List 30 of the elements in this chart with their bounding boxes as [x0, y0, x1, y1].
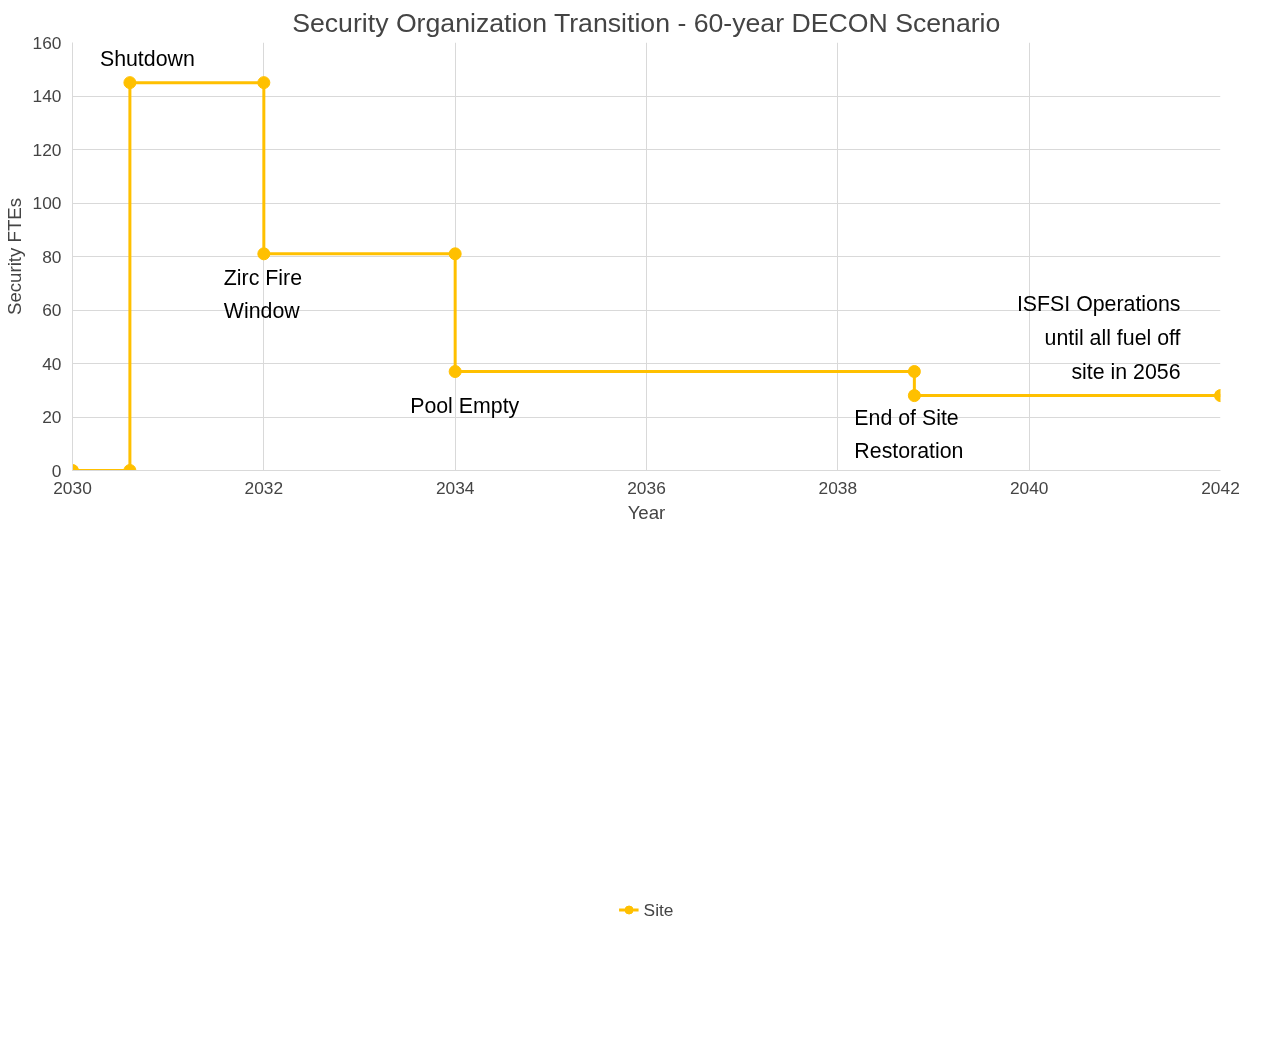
- annotation: End of Site Restoration: [854, 405, 964, 464]
- y-tick-label: 100: [32, 193, 62, 213]
- annotation: Zirc Fire Window: [223, 265, 303, 324]
- annotation: Shutdown: [99, 46, 195, 71]
- y-tick-label: 160: [32, 32, 62, 53]
- x-tick-label: 2032: [244, 477, 284, 498]
- point: [907, 365, 921, 379]
- chart-title: Security Organization Transition - 60-year DECON Scenario: [292, 7, 1001, 38]
- y-tick-label: 20: [42, 407, 62, 427]
- x-tick-label: 2034: [435, 477, 475, 498]
- legend-label: Site: [643, 899, 674, 921]
- y-tick-label: 60: [42, 300, 62, 320]
- point: [448, 247, 462, 261]
- point: [257, 76, 271, 90]
- y-tick-label: 140: [32, 86, 62, 106]
- y-axis-title: Security FTEs: [3, 197, 25, 316]
- annotation: ISFSI Operations until all fuel off site in 2056: [1016, 292, 1181, 384]
- x-tick-label: 2042: [1201, 477, 1240, 498]
- x-tick-label: 2038: [818, 477, 858, 498]
- y-tick-label: 120: [32, 139, 62, 160]
- x-tick-label: 2040: [1009, 477, 1049, 498]
- point: [257, 247, 271, 261]
- y-tick-label: 40: [42, 353, 62, 374]
- point: [907, 389, 921, 403]
- annotation: Pool Empty: [410, 393, 520, 418]
- x-tick-label: 2036: [627, 477, 666, 498]
- x-axis-title: Year: [627, 501, 666, 523]
- point: [123, 76, 137, 90]
- y-tick-label: 80: [42, 246, 62, 267]
- point: [448, 365, 462, 379]
